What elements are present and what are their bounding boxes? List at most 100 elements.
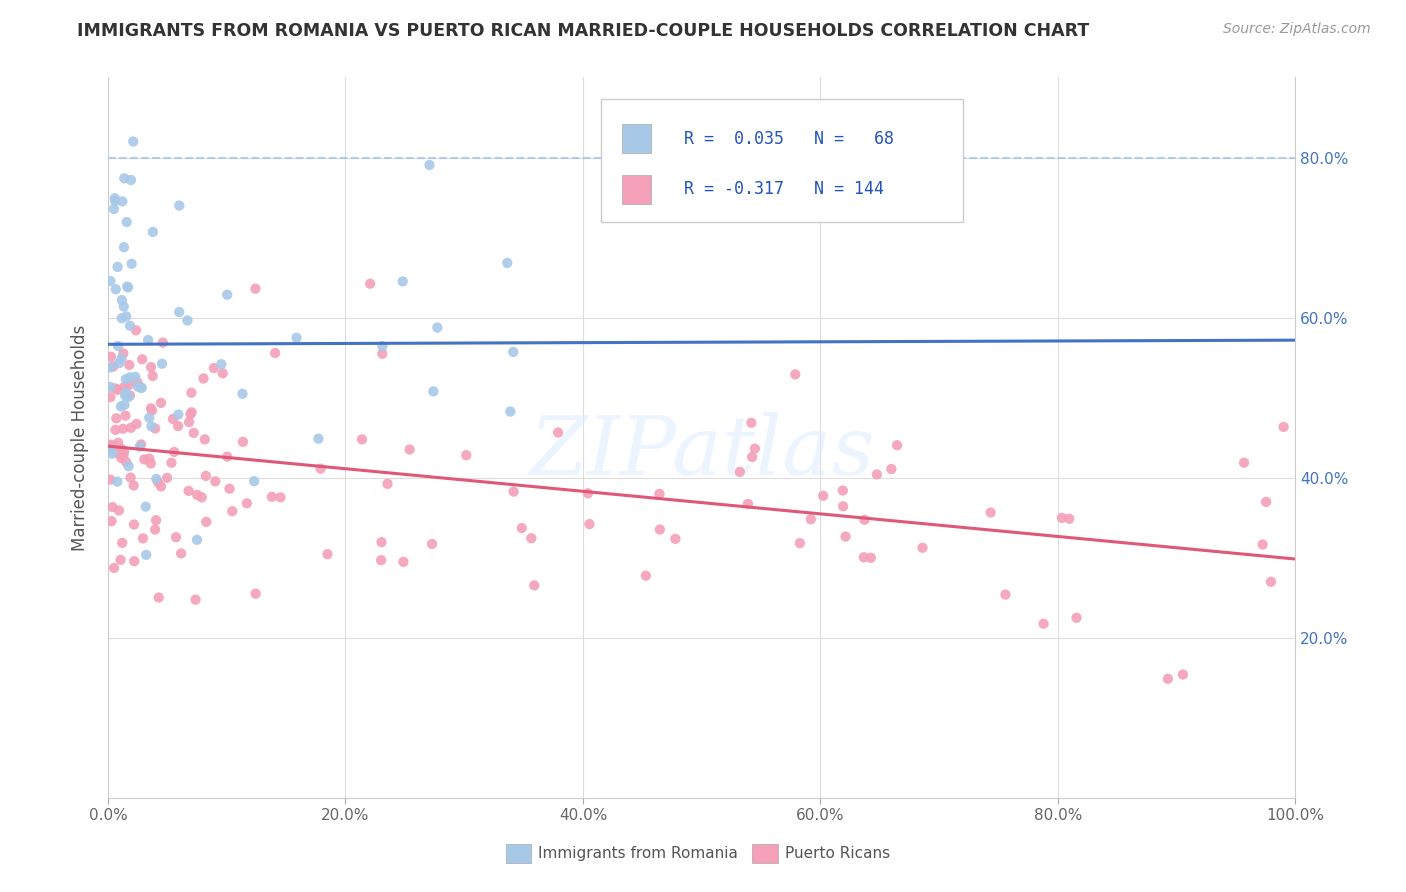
Point [1251, 537, 1274, 551]
Point [115, 455, 138, 469]
Point [118, 370, 141, 384]
Point [576, 486, 599, 500]
Point [125, 323, 148, 337]
Point [634, 568, 657, 582]
Point [138, 451, 160, 466]
Point [169, 198, 191, 212]
Point [264, 346, 287, 360]
Point [285, 331, 308, 345]
Point [111, 536, 134, 550]
Point [146, 475, 169, 489]
Point [499, 404, 522, 418]
Point [377, 476, 399, 491]
Point [167, 419, 190, 434]
Point [831, 483, 853, 498]
Point [143, 523, 166, 537]
Point [260, 490, 283, 504]
Point [231, 386, 253, 401]
Point [122, 517, 145, 532]
Point [866, 467, 889, 482]
Point [1171, 667, 1194, 681]
Text: R =  0.035   N =   68: R = 0.035 N = 68 [683, 129, 894, 148]
Point [103, 561, 125, 575]
Point [128, 440, 150, 454]
Point [98, 360, 121, 375]
Point [422, 384, 444, 399]
Point [167, 408, 190, 422]
Point [523, 578, 546, 592]
Point [120, 421, 142, 435]
Point [100, 514, 122, 528]
Point [179, 415, 201, 429]
Point [218, 482, 240, 496]
Point [112, 240, 135, 254]
Point [117, 280, 139, 294]
Y-axis label: Married-couple Households: Married-couple Households [72, 325, 89, 551]
Point [141, 419, 163, 434]
Point [98, 274, 121, 288]
Point [117, 279, 139, 293]
Point [180, 385, 202, 400]
Point [107, 435, 129, 450]
Point [737, 497, 759, 511]
Point [202, 361, 225, 376]
Point [184, 592, 207, 607]
Point [221, 504, 243, 518]
Point [150, 357, 173, 371]
Point [852, 550, 875, 565]
Point [309, 461, 332, 475]
Point [107, 446, 129, 460]
Point [371, 347, 394, 361]
Point [118, 358, 141, 372]
Bar [623, 175, 651, 203]
Point [165, 530, 187, 544]
Point [131, 352, 153, 367]
Point [135, 548, 157, 562]
Point [859, 550, 882, 565]
Point [195, 515, 218, 529]
Point [124, 369, 146, 384]
Point [811, 489, 834, 503]
Point [98, 390, 121, 404]
Point [370, 535, 392, 549]
Point [316, 547, 339, 561]
Point [104, 382, 127, 396]
Point [245, 587, 267, 601]
Point [994, 588, 1017, 602]
Point [104, 194, 127, 208]
Point [112, 346, 135, 360]
Point [114, 388, 136, 402]
Point [110, 442, 132, 456]
Point [115, 372, 138, 386]
Point [122, 135, 145, 149]
Point [1254, 495, 1277, 509]
Point [307, 432, 329, 446]
Point [217, 287, 239, 301]
Point [112, 444, 135, 458]
Point [142, 369, 165, 384]
Point [180, 405, 202, 419]
Point [853, 513, 876, 527]
Point [115, 385, 138, 400]
Point [1066, 611, 1088, 625]
Point [103, 359, 125, 374]
Point [110, 450, 132, 465]
Point [744, 442, 766, 456]
Point [98, 473, 121, 487]
Point [118, 318, 141, 333]
Text: ZIPatlas: ZIPatlas [529, 412, 875, 492]
Point [131, 381, 153, 395]
Point [1272, 420, 1295, 434]
Point [129, 437, 152, 451]
Point [980, 506, 1002, 520]
Point [510, 521, 533, 535]
Text: Puerto Ricans: Puerto Ricans [785, 847, 890, 861]
Point [186, 488, 208, 502]
Point [1032, 616, 1054, 631]
Point [110, 351, 132, 366]
Point [139, 360, 162, 375]
Point [217, 450, 239, 464]
Point [117, 390, 139, 404]
Point [122, 554, 145, 568]
Point [117, 459, 139, 474]
